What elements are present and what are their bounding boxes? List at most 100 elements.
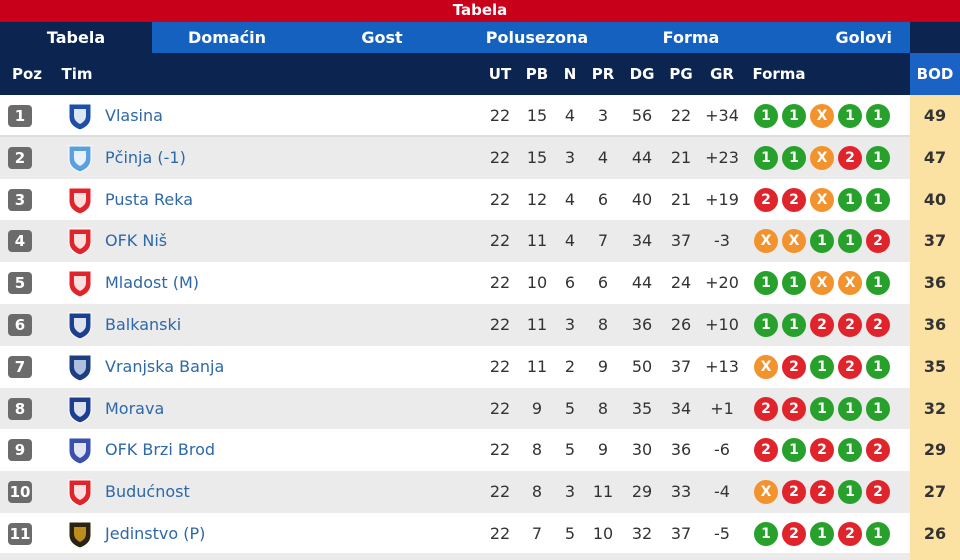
team-name-link[interactable]: Balkanski <box>105 315 182 334</box>
stat-pb: 8 <box>531 482 543 502</box>
form-result-badge[interactable]: 2 <box>782 396 806 421</box>
form-result-badge[interactable]: 2 <box>754 396 778 421</box>
table-row[interactable]: 9 OFK Brzi Brod 22 8 5 9 30 36 -6 2 1 2 1 2 29 <box>0 429 960 472</box>
form-result-badge[interactable]: 1 <box>754 313 778 337</box>
form-result-badge[interactable]: X <box>810 145 834 170</box>
table-row[interactable]: 4 OFK Niš 22 11 4 7 34 37 -3 X X 1 1 2 37 <box>0 220 960 263</box>
form-result-badge[interactable]: 1 <box>838 396 862 421</box>
stat-n: 4 <box>564 189 576 209</box>
form-result-badge[interactable]: 1 <box>810 229 834 254</box>
form-result-badge[interactable]: X <box>782 229 806 254</box>
stat-gr: +1 <box>710 398 734 418</box>
form-result-badge[interactable]: 2 <box>810 438 834 463</box>
team-logo-icon <box>68 354 92 382</box>
form-result-badge[interactable]: 1 <box>866 271 890 296</box>
table-row[interactable]: 6 Balkanski 22 11 3 8 36 26 +10 1 1 2 2 2 36 <box>0 304 960 346</box>
form-result-badge[interactable]: 2 <box>782 480 806 505</box>
form-result-badge[interactable]: 2 <box>782 522 806 546</box>
stat-pr: 10 <box>592 524 614 543</box>
form-result-badge[interactable]: 2 <box>838 313 862 337</box>
table-row[interactable]: 8 Morava 22 9 5 8 35 34 +1 2 2 1 1 1 32 <box>0 387 960 430</box>
form-result-badge[interactable]: 2 <box>838 354 862 379</box>
form-result-badge[interactable]: 1 <box>782 438 806 463</box>
table-row[interactable]: 11 Jedinstvo (P) 22 7 5 10 32 37 -5 1 2 1 2 1 26 <box>0 513 960 555</box>
form-result-badge[interactable]: 2 <box>810 480 834 505</box>
stat-dg: 50 <box>631 356 653 376</box>
form-result-badge[interactable]: 1 <box>782 104 806 128</box>
form-result-badge[interactable]: 1 <box>782 145 806 170</box>
tab-domacin[interactable]: Domaćin <box>152 22 302 53</box>
tab-forma[interactable]: Forma <box>612 22 770 53</box>
team-name-link[interactable]: Vranjska Banja <box>105 356 225 376</box>
team-name-link[interactable]: Budućnost <box>105 482 190 502</box>
stat-pg: 21 <box>670 189 692 209</box>
form-result-badge[interactable]: 2 <box>838 522 862 546</box>
form-result-badge[interactable]: 1 <box>782 271 806 296</box>
form-result-badge[interactable]: X <box>810 104 834 128</box>
form-result-badge[interactable]: 1 <box>838 438 862 463</box>
points-cell: 40 <box>910 178 960 221</box>
form-result-badge[interactable]: 1 <box>866 522 890 546</box>
table-row[interactable]: 7 Vranjska Banja 22 11 2 9 50 37 +13 X 2 1 2 1 35 <box>0 345 960 388</box>
form-result-badge[interactable]: 2 <box>866 229 890 254</box>
table-row[interactable]: 5 Mladost (M) 22 10 6 6 44 24 +20 1 1 X X 1 36 <box>0 262 960 305</box>
table-row[interactable]: 3 Pusta Reka 22 12 4 6 40 21 +19 2 2 X 1 1 40 <box>0 178 960 221</box>
stat-pb: 7 <box>531 524 543 543</box>
stat-pb: 9 <box>531 398 543 418</box>
table-row[interactable]: 1 Vlasina 22 15 4 3 56 22 +34 1 1 X 1 1 49 <box>0 95 960 137</box>
stat-pr: 7 <box>597 231 609 251</box>
stat-ut: 22 <box>489 189 511 209</box>
table-row[interactable]: 10 Budućnost 22 8 3 11 29 33 -4 X 2 2 1 2 27 <box>0 471 960 514</box>
form-result-badge[interactable]: X <box>754 480 778 505</box>
table-row[interactable]: 2 Pčinja (-1) 22 15 3 4 44 21 +23 1 1 X 2 1 47 <box>0 136 960 179</box>
form-result-badge[interactable]: 1 <box>838 104 862 128</box>
form-result-badge[interactable]: 1 <box>754 104 778 128</box>
form-result-badge[interactable]: 2 <box>754 438 778 463</box>
form-result-badge[interactable]: 1 <box>866 354 890 379</box>
form-result-badge[interactable]: 1 <box>810 522 834 546</box>
form-result-badge[interactable]: 1 <box>810 396 834 421</box>
form-result-badge[interactable]: 1 <box>838 187 862 212</box>
form-result-badge[interactable]: X <box>810 187 834 212</box>
form-result-badge[interactable]: 1 <box>866 396 890 421</box>
form-result-badge[interactable]: 2 <box>866 480 890 505</box>
position-badge: 11 <box>8 523 32 545</box>
form-result-badge[interactable]: 1 <box>782 313 806 337</box>
form-result-badge[interactable]: 2 <box>838 145 862 170</box>
team-name-link[interactable]: Jedinstvo (P) <box>105 524 206 543</box>
team-logo-icon <box>68 521 92 549</box>
form-result-badge[interactable]: 1 <box>838 229 862 254</box>
tab-golovi[interactable]: Golovi <box>770 22 910 53</box>
form-result-badge[interactable]: 1 <box>754 271 778 296</box>
form-result-badge[interactable]: 2 <box>866 438 890 463</box>
form-result-badge[interactable]: X <box>810 271 834 296</box>
stat-pr: 11 <box>592 482 614 502</box>
team-name-link[interactable]: Pusta Reka <box>105 189 194 209</box>
form-result-badge[interactable]: 2 <box>782 354 806 379</box>
tab-tabela[interactable]: Tabela <box>46 28 106 47</box>
team-name-link[interactable]: Pčinja (-1) <box>105 147 186 167</box>
position-badge: 9 <box>8 439 32 462</box>
team-name-link[interactable]: Mladost (M) <box>105 273 199 293</box>
form-result-badge[interactable]: X <box>838 271 862 296</box>
team-name-link[interactable]: Morava <box>105 398 165 418</box>
form-result-badge[interactable]: 1 <box>754 145 778 170</box>
stat-ut: 22 <box>489 440 511 460</box>
form-result-badge[interactable]: 1 <box>754 522 778 546</box>
form-result-badge[interactable]: 1 <box>810 354 834 379</box>
form-result-badge[interactable]: X <box>754 229 778 254</box>
tab-gost[interactable]: Gost <box>302 22 462 53</box>
form-result-badge[interactable]: 1 <box>838 480 862 505</box>
form-result-badge[interactable]: 2 <box>782 187 806 212</box>
form-result-badge[interactable]: 1 <box>866 104 890 128</box>
form-result-badge[interactable]: 2 <box>866 313 890 337</box>
form-result-badge[interactable]: X <box>754 354 778 379</box>
team-name-link[interactable]: OFK Brzi Brod <box>105 440 216 460</box>
form-result-badge[interactable]: 2 <box>754 187 778 212</box>
team-name-link[interactable]: Vlasina <box>105 106 163 125</box>
tab-polusezona[interactable]: Polusezona <box>462 22 612 53</box>
form-result-badge[interactable]: 1 <box>866 187 890 212</box>
team-name-link[interactable]: OFK Niš <box>105 231 168 251</box>
form-result-badge[interactable]: 1 <box>866 145 890 170</box>
form-result-badge[interactable]: 2 <box>810 313 834 337</box>
